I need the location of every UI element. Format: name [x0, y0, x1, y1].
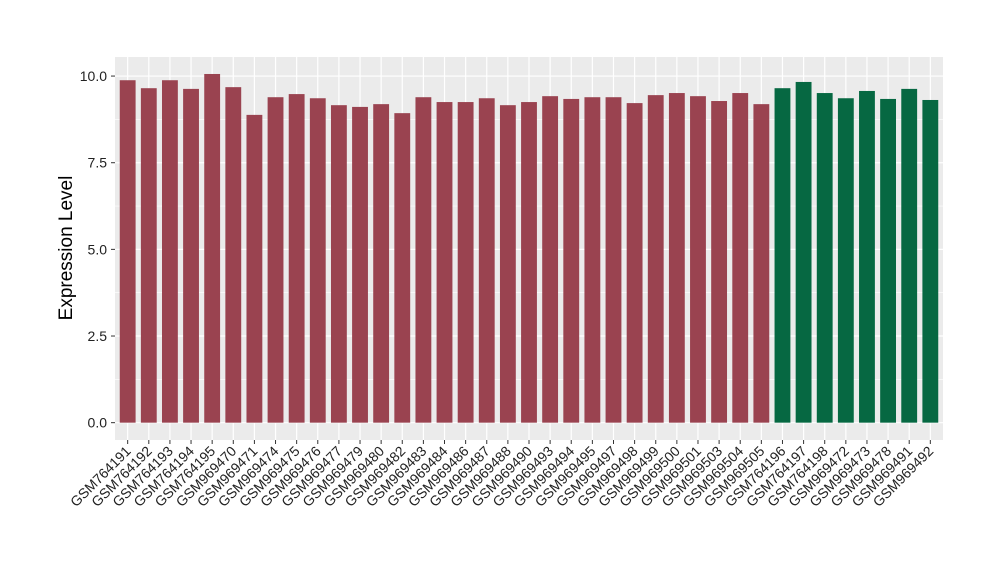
bar — [668, 93, 685, 423]
bar — [795, 81, 812, 423]
bar — [457, 102, 474, 423]
bar — [859, 90, 875, 423]
bar — [774, 88, 791, 423]
bar — [161, 80, 178, 423]
y-tick-label: 10.0 — [80, 68, 107, 84]
bar — [309, 98, 326, 423]
bar — [711, 101, 728, 423]
bar — [499, 105, 516, 423]
bar — [204, 73, 221, 423]
bar — [816, 93, 833, 423]
bar — [901, 88, 918, 423]
y-tick-label: 5.0 — [88, 241, 108, 257]
bar — [267, 97, 284, 423]
bar — [436, 102, 453, 423]
bar — [330, 105, 347, 423]
bar — [478, 98, 495, 423]
bar — [563, 98, 580, 423]
y-tick-label: 0.0 — [88, 415, 108, 431]
bar — [647, 95, 664, 423]
bar — [584, 97, 601, 423]
bar — [288, 94, 305, 423]
bar — [521, 102, 537, 423]
bar — [753, 104, 770, 423]
bar — [246, 114, 263, 423]
y-tick-label: 2.5 — [88, 328, 108, 344]
bar — [352, 106, 368, 423]
bar — [225, 87, 242, 423]
bar — [140, 88, 157, 423]
bar — [880, 98, 897, 423]
bar — [837, 98, 854, 423]
bar — [690, 96, 706, 423]
y-tick-label: 7.5 — [88, 155, 108, 171]
bar — [626, 103, 643, 423]
bar — [732, 93, 749, 423]
bar — [605, 97, 622, 423]
bar — [183, 88, 199, 423]
bar — [373, 104, 390, 423]
bar — [542, 96, 559, 423]
bar — [415, 97, 432, 423]
bar — [394, 113, 411, 423]
bar — [922, 99, 939, 423]
bar — [119, 80, 136, 423]
y-axis-label: Expression Level — [56, 176, 77, 321]
